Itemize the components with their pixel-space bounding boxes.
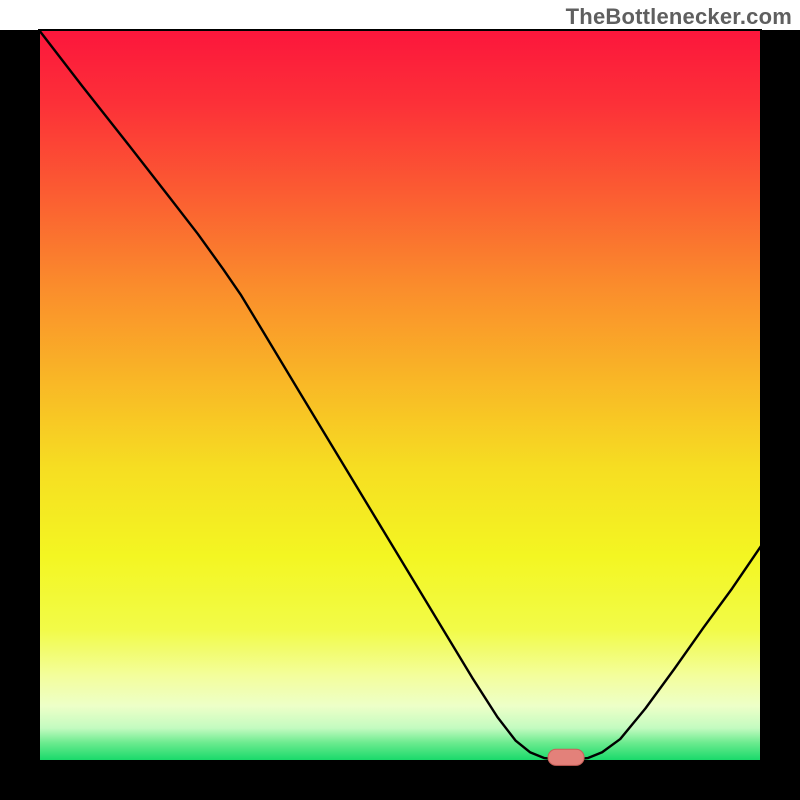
chart-background — [0, 0, 800, 800]
chart-root: TheBottlenecker.com — [0, 0, 800, 800]
